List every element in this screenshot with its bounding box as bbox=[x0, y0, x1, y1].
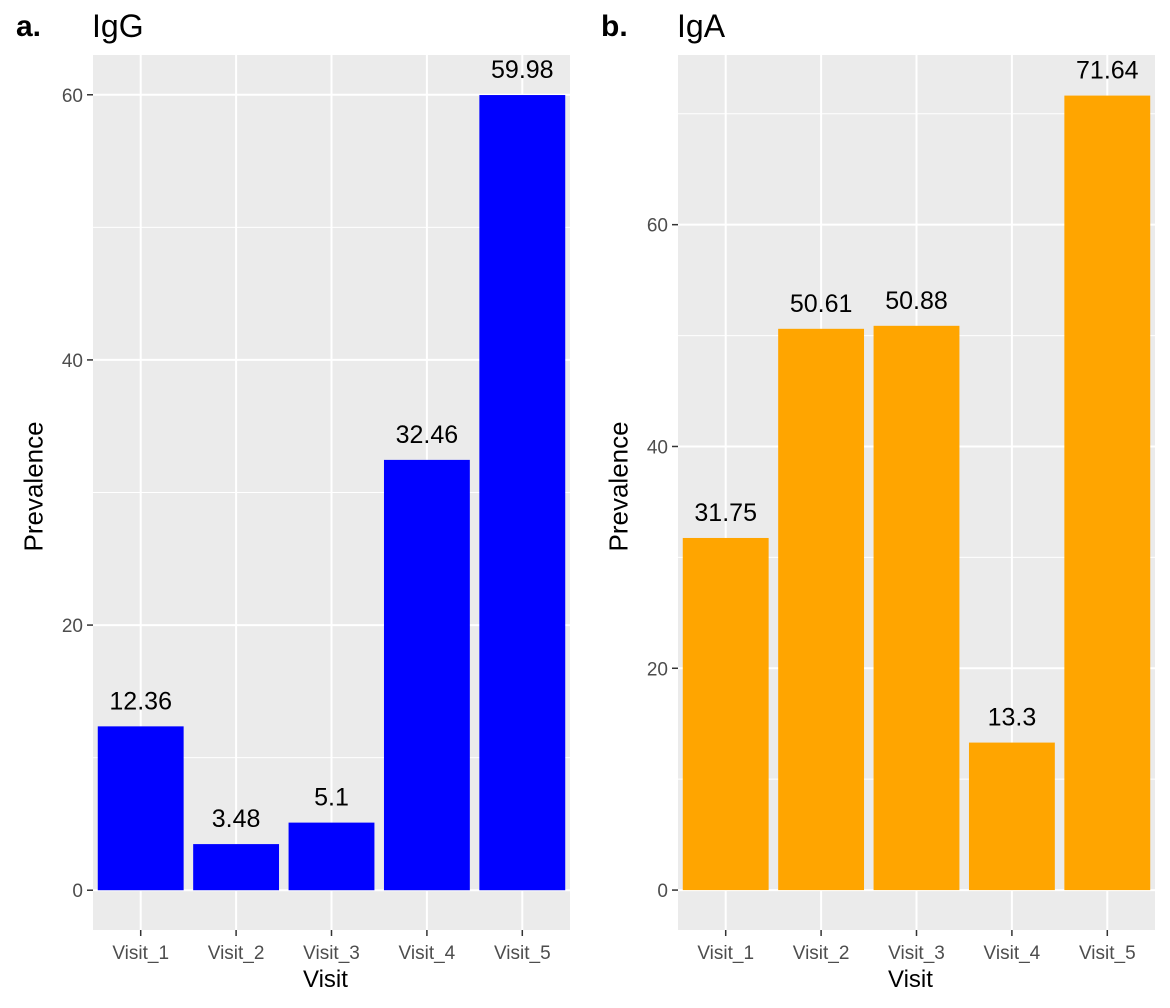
data-label: 12.36 bbox=[109, 687, 172, 715]
x-tick-label: Visit_3 bbox=[303, 943, 360, 964]
data-label: 31.75 bbox=[694, 499, 757, 527]
bar-visit-4 bbox=[383, 459, 470, 891]
y-tick-label: 40 bbox=[647, 437, 668, 458]
y-tick-label: 60 bbox=[647, 216, 668, 237]
y-tick-label: 20 bbox=[62, 616, 83, 637]
y-tick-label: 60 bbox=[62, 86, 83, 107]
bar-visit-3 bbox=[873, 325, 960, 891]
bar-visit-2 bbox=[778, 328, 865, 891]
data-label: 71.64 bbox=[1076, 57, 1139, 85]
bar-visit-5 bbox=[479, 95, 566, 891]
data-label: 3.48 bbox=[212, 805, 261, 833]
data-label: 50.88 bbox=[885, 287, 948, 315]
x-tick-label: Visit_5 bbox=[494, 943, 551, 964]
x-tick-label: Visit_3 bbox=[888, 943, 945, 964]
x-tick-label: Visit_1 bbox=[697, 943, 754, 964]
x-tick-label: Visit_5 bbox=[1079, 943, 1136, 964]
bar-visit-1 bbox=[682, 537, 769, 891]
y-tick-label: 0 bbox=[657, 881, 668, 902]
panel-label: a. bbox=[16, 10, 42, 43]
y-tick-label: 0 bbox=[72, 881, 83, 902]
x-tick-label: Visit_4 bbox=[984, 943, 1041, 964]
bar-visit-2 bbox=[193, 844, 280, 891]
bar-visit-1 bbox=[97, 726, 184, 891]
chart-panel-b: b. IgA Prevalence Visit 0 20 40 60 31.75 50.6… bbox=[585, 0, 1170, 1008]
chart-title: IgG bbox=[92, 8, 144, 44]
x-axis-label: Visit bbox=[888, 966, 933, 993]
x-tick-label: Visit_1 bbox=[112, 943, 169, 964]
y-tick-label: 40 bbox=[62, 351, 83, 372]
data-label: 13.3 bbox=[988, 704, 1037, 732]
bar-visit-5 bbox=[1064, 95, 1151, 891]
x-axis-label: Visit bbox=[303, 966, 348, 993]
data-label: 32.46 bbox=[396, 421, 459, 449]
y-tick-label: 20 bbox=[647, 659, 668, 680]
x-tick-label: Visit_4 bbox=[399, 943, 456, 964]
x-tick-label: Visit_2 bbox=[793, 943, 850, 964]
x-tick-label: Visit_2 bbox=[208, 943, 265, 964]
bar-chart-igg: 0 20 40 60 12.36 3.48 5.1 32.46 59.98 Visit_1 Visi… bbox=[62, 55, 570, 964]
bar-chart-iga: 0 20 40 60 31.75 50.61 50.88 13.3 71.64 Visit_1 Vi… bbox=[647, 55, 1155, 964]
bar-visit-3 bbox=[288, 822, 375, 891]
panel-label: b. bbox=[601, 10, 628, 43]
chart-title: IgA bbox=[677, 8, 726, 44]
data-label: 5.1 bbox=[314, 784, 349, 812]
chart-panel-a: a. IgG Prevalence Visit 0 20 40 60 12.36 3.48… bbox=[16, 8, 570, 993]
bar-visit-4 bbox=[968, 742, 1055, 891]
data-label: 59.98 bbox=[491, 56, 554, 84]
data-label: 50.61 bbox=[790, 290, 853, 318]
